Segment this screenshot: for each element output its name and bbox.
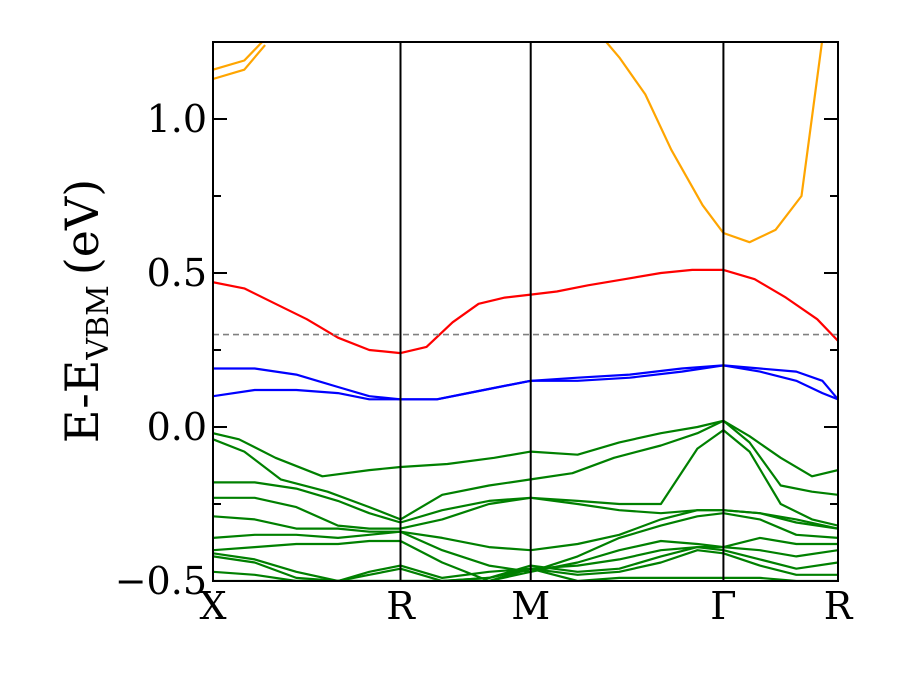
- kpoint-label-1: R: [386, 584, 416, 628]
- band-line-0: [213, 42, 264, 71]
- band-line-14: [213, 545, 838, 581]
- y-axis-label: E-EVBM (eV): [55, 179, 116, 443]
- kpoint-lines: [399, 42, 725, 581]
- band-lines: [213, 42, 838, 581]
- band-line-5: [213, 364, 838, 401]
- kpoint-label-0: X: [199, 584, 226, 628]
- band-line-6: [213, 419, 838, 478]
- kpoint-label-3: Γ: [710, 584, 736, 628]
- band-line-2: [604, 42, 824, 244]
- y-tick-label-0: 1.0: [147, 97, 207, 141]
- band-line-1: [213, 44, 266, 81]
- y-axis-ticks: 1.0 0.5 0.0 −0.5: [115, 97, 838, 603]
- kpoint-label-4: R: [824, 584, 854, 628]
- band-line-7: [213, 419, 838, 521]
- y-tick-label-1: 0.5: [147, 251, 207, 295]
- y-axis-label-unit: (eV): [55, 179, 109, 275]
- band-line-16: [213, 567, 838, 581]
- y-tick-label-3: −0.5: [115, 559, 207, 603]
- plot-frame: [212, 41, 839, 582]
- band-line-13: [213, 545, 838, 581]
- band-line-3: [213, 268, 838, 355]
- y-axis-label-subscript: VBM: [81, 285, 116, 360]
- axes-frame: [212, 41, 839, 582]
- band-line-8: [213, 429, 838, 527]
- y-axis-label-main: E-E: [55, 360, 109, 444]
- y-tick-label-2: 0.0: [147, 405, 207, 449]
- kpoint-label-2: M: [511, 584, 550, 628]
- band-line-9: [213, 496, 838, 530]
